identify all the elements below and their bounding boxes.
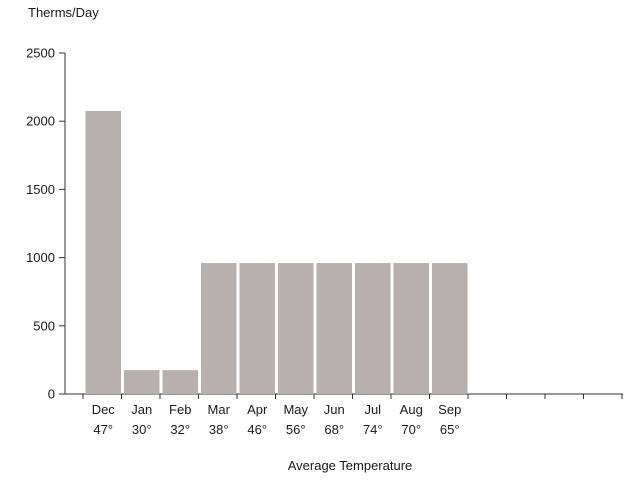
x-axis <box>65 393 623 399</box>
temperature-label-may: 56° <box>286 422 306 437</box>
y-tick-label-1000: 1000 <box>26 250 55 265</box>
x-tick-label-apr: Apr <box>247 402 268 417</box>
bar-may <box>278 263 314 394</box>
y-tick-label-2000: 2000 <box>26 114 55 129</box>
x-tick-labels: Dec 47° Jan 30° Feb 32° Mar 38° Apr 46° May 56° Jun 6… <box>92 402 462 437</box>
bar-dec <box>85 110 121 394</box>
x-tick-label-feb: Feb <box>169 402 191 417</box>
x-tick-label-mar: Mar <box>208 402 231 417</box>
y-tick-label-500: 500 <box>33 318 55 333</box>
x-tick-label-may: May <box>283 402 308 417</box>
x-tick-label-jan: Jan <box>131 402 152 417</box>
bar-sep <box>432 263 468 394</box>
temperature-label-jun: 68° <box>324 422 344 437</box>
bar-jul <box>355 263 391 394</box>
x-tick-label-jul: Jul <box>364 402 381 417</box>
y-tick-label-1500: 1500 <box>26 182 55 197</box>
x-axis-title: Average Temperature <box>288 458 413 473</box>
temperature-label-aug: 70° <box>401 422 421 437</box>
y-tick-label-0: 0 <box>48 387 55 402</box>
bar-jan <box>124 370 160 394</box>
temperature-label-sep: 65° <box>440 422 460 437</box>
temperature-label-mar: 38° <box>209 422 229 437</box>
y-tick-label-2500: 2500 <box>26 46 55 61</box>
y-axis-title: Therms/Day <box>28 5 99 20</box>
y-axis: 0 500 1000 1500 2000 2500 <box>26 46 66 402</box>
bar-apr <box>239 263 275 394</box>
bar-mar <box>201 263 237 394</box>
temperature-label-jan: 30° <box>132 422 152 437</box>
x-tick-label-aug: Aug <box>400 402 423 417</box>
bar-aug <box>393 263 429 394</box>
x-tick-label-dec: Dec <box>92 402 116 417</box>
bar-feb <box>162 370 198 394</box>
x-tick-label-sep: Sep <box>438 402 461 417</box>
x-tick-label-jun: Jun <box>324 402 345 417</box>
bar-jun <box>316 263 352 394</box>
temperature-label-jul: 74° <box>363 422 383 437</box>
temperature-label-dec: 47° <box>93 422 113 437</box>
bars <box>85 110 468 394</box>
temperature-label-feb: 32° <box>170 422 190 437</box>
temperature-label-apr: 46° <box>247 422 267 437</box>
